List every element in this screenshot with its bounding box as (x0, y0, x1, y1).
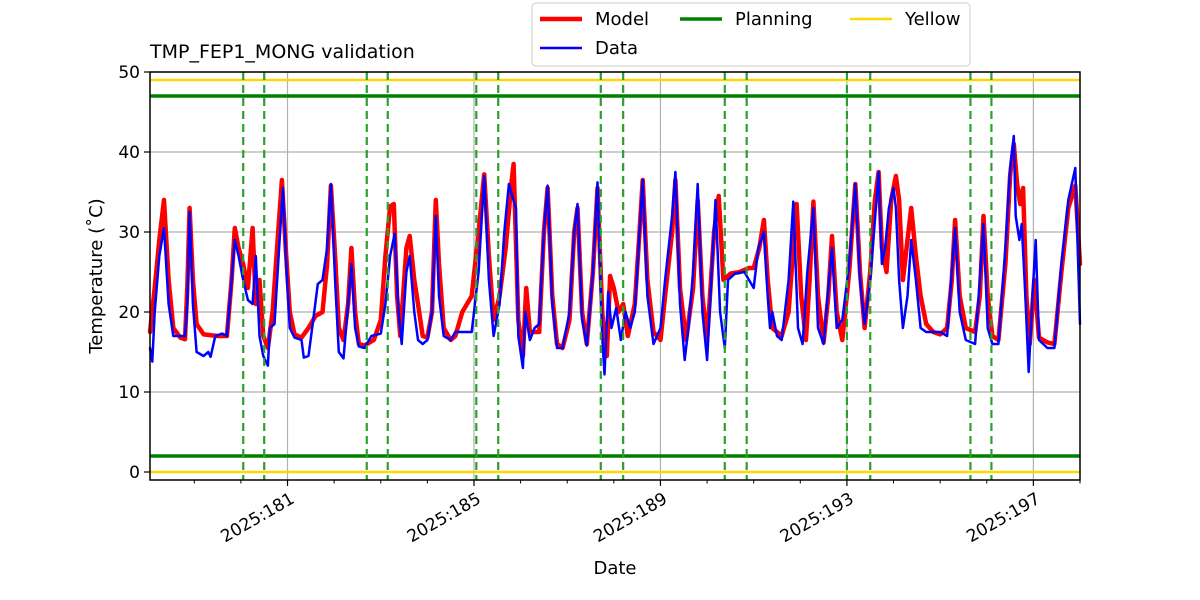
y-tick-label: 0 (129, 463, 140, 483)
plot-frame (149, 71, 1081, 481)
y-tick-label: 20 (118, 303, 140, 323)
limit-lines (150, 78, 1080, 474)
y-tick-label: 30 (118, 223, 140, 243)
data-series-line (148, 134, 1082, 376)
legend-label-yellow: Yellow (904, 9, 960, 30)
legend-label-data: Data (595, 38, 638, 59)
legend-label-model: Model (595, 9, 649, 30)
y-tick-label: 10 (118, 383, 140, 403)
chart-title: TMP_FEP1_MONG validation (149, 41, 415, 63)
legend-label-planning: Planning (735, 9, 813, 30)
legend: Model Data Planning Yellow (531, 2, 971, 67)
y-axis-label: Temperature (˚C) (86, 198, 107, 354)
x-axis-label: Date (593, 558, 636, 579)
y-tick-label: 50 (118, 63, 140, 83)
y-tick-label: 40 (118, 143, 140, 163)
series (147, 134, 1083, 376)
event-lines (242, 72, 993, 480)
model-series-line (147, 141, 1083, 359)
